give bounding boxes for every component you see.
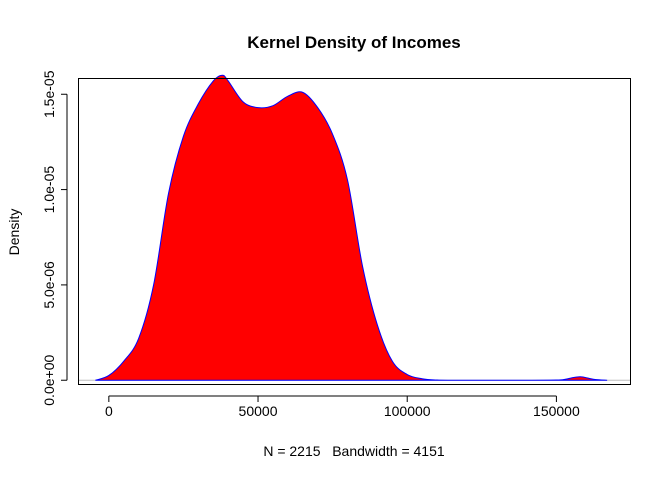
- plot-area: [79, 74, 631, 381]
- x-tick-label: 0: [105, 403, 113, 419]
- x-tick-label: 50000: [239, 403, 278, 419]
- y-axis: 0.0e+00 5.0e-06 1.0e-05 1.5e-05: [41, 70, 68, 406]
- plot-frame: [78, 78, 631, 385]
- chart-title: Kernel Density of Incomes: [247, 33, 461, 52]
- x-tick-label: 150000: [533, 403, 580, 419]
- x-tick-label: 100000: [384, 403, 431, 419]
- y-tick-label: 1.5e-05: [41, 70, 57, 118]
- y-tick-label: 0.0e+00: [41, 355, 57, 406]
- x-axis-label: N = 2215 Bandwidth = 4151: [263, 443, 445, 459]
- y-tick-label: 1.0e-05: [41, 166, 57, 214]
- x-axis: 0 50000 100000 150000: [105, 395, 580, 419]
- y-axis-label: Density: [6, 209, 22, 256]
- density-area: [95, 74, 608, 381]
- y-tick-label: 5.0e-06: [41, 261, 57, 309]
